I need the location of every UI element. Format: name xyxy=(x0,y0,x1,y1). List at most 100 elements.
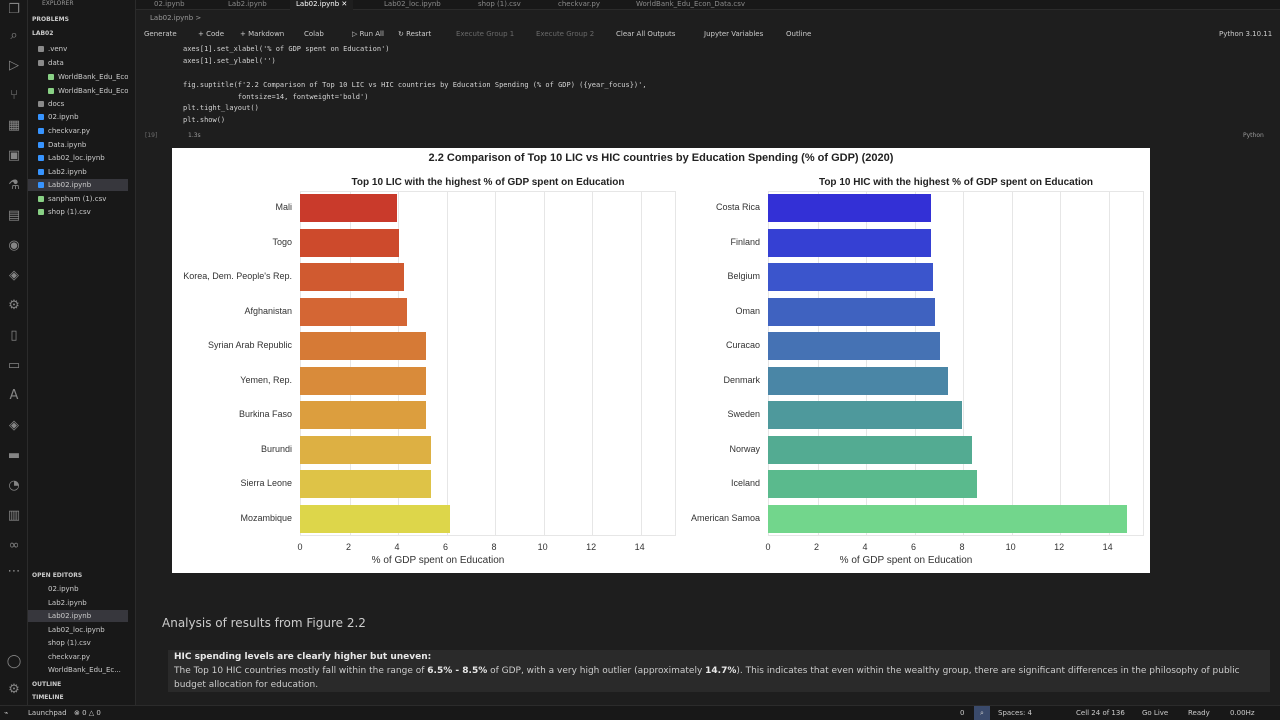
file-tree-item[interactable]: Data.ipynb xyxy=(28,139,128,151)
tab-02-ipynb[interactable]: 02.ipynb xyxy=(154,0,185,8)
notification-count[interactable]: 0 xyxy=(960,709,965,717)
file-icon xyxy=(38,196,44,202)
file-tree-item[interactable]: data xyxy=(28,57,128,69)
y-tick-label: Norway xyxy=(729,443,760,454)
file-tree-item[interactable]: sanpham (1).csv xyxy=(28,193,128,205)
file-tree-item[interactable]: docs xyxy=(28,98,128,110)
execution-count: [19] xyxy=(145,132,158,139)
problems-section[interactable]: PROBLEMS xyxy=(32,16,69,23)
plot-area xyxy=(300,191,676,536)
testing-icon[interactable]: ⚗ xyxy=(8,178,20,193)
file-tree-item[interactable]: Lab2.ipynb xyxy=(28,166,128,178)
file-icon xyxy=(38,142,44,148)
tab-worldbank-csv[interactable]: WorldBank_Edu_Econ_Data.csv xyxy=(636,0,746,8)
clear-outputs-button[interactable]: Clear All Outputs xyxy=(616,30,676,38)
cell-language[interactable]: Python xyxy=(1243,132,1264,139)
x-tick-label: 8 xyxy=(959,542,965,552)
file-icon xyxy=(38,128,44,134)
editor-tabs: 02.ipynb Lab2.ipynb Lab02.ipynb ✕ Lab02_… xyxy=(136,0,1280,10)
bar xyxy=(300,435,431,464)
run-all-button[interactable]: ▷ Run All xyxy=(352,30,384,38)
open-editor-item[interactable]: WorldBank_Edu_Ec... xyxy=(28,664,128,676)
manage-gear-icon[interactable]: ⚙ xyxy=(8,682,20,697)
run-debug-icon[interactable]: ▷ xyxy=(9,58,19,73)
y-tick-label: Belgium xyxy=(727,271,760,282)
y-tick-label: Burundi xyxy=(260,443,292,454)
open-editor-item[interactable]: checkvar.py xyxy=(28,651,128,663)
file-tree-item[interactable]: checkvar.py xyxy=(28,125,128,137)
extensions-icon[interactable]: ▦ xyxy=(7,118,21,133)
tab-lab02-loc-ipynb[interactable]: Lab02_loc.ipynb xyxy=(384,0,441,8)
tab-lab02-ipynb[interactable]: Lab02.ipynb ✕ xyxy=(290,0,354,10)
docs-icon[interactable]: ▯ xyxy=(10,328,18,343)
file-tree-item[interactable]: Lab02_loc.ipynb xyxy=(28,152,128,164)
jupyter-icon[interactable]: ▤ xyxy=(7,208,21,223)
file-tree-item[interactable]: .venv xyxy=(28,43,128,55)
azure-icon[interactable]: A xyxy=(9,388,19,403)
workspace-root[interactable]: LAB02 xyxy=(32,30,54,37)
jupyter-variables-button[interactable]: Jupyter Variables xyxy=(704,30,764,38)
go-live-button[interactable]: Go Live xyxy=(1142,709,1169,717)
python-env-icon[interactable]: ◈ xyxy=(9,418,19,433)
activity-bar: ❐ ⌕ ▷ ⑂ ▦ ▣ ⚗ ▤ ◉ ◈ ⚙ ▯ ▭ A ◈ ▬ ◔ ▥ ∞ ⋯ … xyxy=(0,0,28,705)
database-icon[interactable]: ▥ xyxy=(7,508,21,523)
restart-button[interactable]: ↻ Restart xyxy=(398,30,432,38)
indentation-status[interactable]: Spaces: 4 xyxy=(998,709,1033,717)
x-tick-label: 8 xyxy=(491,542,497,552)
y-tick-label: Togo xyxy=(272,236,292,247)
launchpad-button[interactable]: Launchpad xyxy=(28,709,67,717)
file-tree-item[interactable]: 02.ipynb xyxy=(28,111,128,123)
execute-group-2-button[interactable]: Execute Group 2 xyxy=(536,30,595,38)
open-editor-item[interactable]: Lab02_loc.ipynb xyxy=(28,624,128,636)
remote-indicator-icon[interactable]: ⌁ xyxy=(4,709,9,717)
gridline xyxy=(640,192,642,535)
tab-shop-csv[interactable]: shop (1).csv xyxy=(478,0,521,8)
file-tree-item[interactable]: WorldBank_Edu_Eco... xyxy=(28,71,128,83)
execute-group-1-button[interactable]: Execute Group 1 xyxy=(456,30,515,38)
file-tree-item[interactable]: WorldBank_Edu_Eco... xyxy=(28,85,128,97)
cell-position[interactable]: Cell 24 of 136 xyxy=(1076,709,1125,717)
breadcrumb[interactable]: Lab02.ipynb > xyxy=(150,14,202,22)
search-icon[interactable]: ⌕ xyxy=(10,28,18,43)
timer-icon[interactable]: ◔ xyxy=(8,478,20,493)
colab-button[interactable]: Colab xyxy=(304,30,324,38)
open-editors-section[interactable]: OPEN EDITORS xyxy=(32,572,83,579)
explorer-header: EXPLORER xyxy=(42,0,74,7)
gridline xyxy=(398,192,400,535)
zoom-search-icon[interactable]: ⌕ xyxy=(974,706,990,720)
file-tree-item[interactable]: Lab02.ipynb xyxy=(28,179,128,191)
gridline xyxy=(817,192,819,535)
add-code-button[interactable]: + Code xyxy=(198,30,225,38)
x-tick-label: 2 xyxy=(346,542,352,552)
explorer-icon[interactable]: ❐ xyxy=(8,2,20,17)
outline-button[interactable]: Outline xyxy=(786,30,812,38)
python-icon[interactable]: ◈ xyxy=(9,268,19,283)
link-icon[interactable]: ∞ xyxy=(8,538,20,553)
open-editor-item[interactable]: Lab02.ipynb xyxy=(28,610,128,622)
source-control-icon[interactable]: ⑂ xyxy=(10,88,18,103)
settings-sync-icon[interactable]: ⚙ xyxy=(8,298,20,313)
kernel-selector[interactable]: Python 3.10.11 xyxy=(1219,30,1273,38)
file-tree-label: Lab02_loc.ipynb xyxy=(48,154,105,162)
open-editor-item[interactable]: 02.ipynb xyxy=(28,583,128,595)
timeline-section[interactable]: TIMELINE xyxy=(32,694,64,701)
account-icon[interactable]: ◯ xyxy=(6,654,22,669)
problems-count[interactable]: ⊗ 0 △ 0 xyxy=(74,709,101,717)
outline-section[interactable]: OUTLINE xyxy=(32,681,62,688)
remote-icon[interactable]: ▣ xyxy=(7,148,21,163)
file-tree-item[interactable]: shop (1).csv xyxy=(28,206,128,218)
more-icon[interactable]: ⋯ xyxy=(7,564,21,579)
generate-button[interactable]: Generate xyxy=(144,30,177,38)
x-tick-label: 0 xyxy=(297,542,303,552)
copilot-icon[interactable]: ◉ xyxy=(8,238,20,253)
open-editor-item[interactable]: Lab2.ipynb xyxy=(28,597,128,609)
add-markdown-button[interactable]: + Markdown xyxy=(240,30,285,38)
tab-lab2-ipynb[interactable]: Lab2.ipynb xyxy=(228,0,267,8)
open-editor-item[interactable]: shop (1).csv xyxy=(28,637,128,649)
notebook-icon[interactable]: ▭ xyxy=(7,358,21,373)
x-tick-label: 4 xyxy=(394,542,400,552)
folder-icon[interactable]: ▬ xyxy=(7,448,21,463)
tab-checkvar-py[interactable]: checkvar.py xyxy=(558,0,600,8)
x-tick-label: 14 xyxy=(634,542,645,552)
y-tick-label: Finland xyxy=(730,236,760,247)
